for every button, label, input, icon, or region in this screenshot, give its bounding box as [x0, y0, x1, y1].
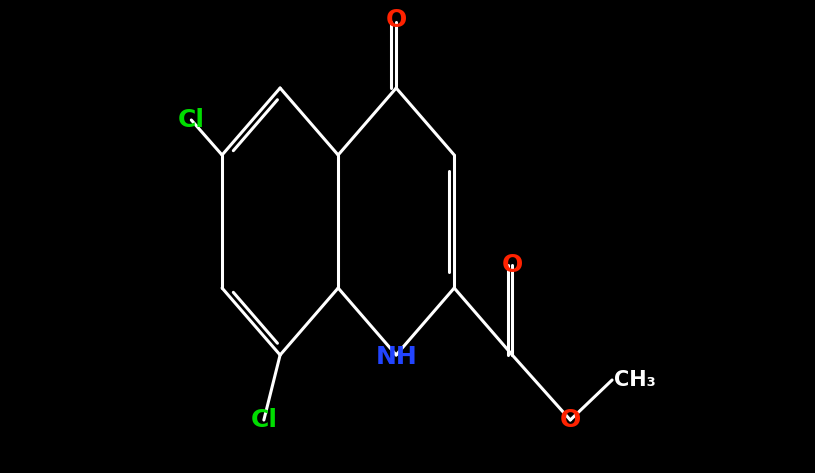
Text: Cl: Cl — [178, 108, 205, 132]
Text: NH: NH — [376, 345, 417, 369]
Text: O: O — [560, 408, 581, 432]
Text: O: O — [501, 253, 523, 277]
Text: Cl: Cl — [250, 408, 277, 432]
Text: O: O — [385, 8, 407, 32]
Text: CH₃: CH₃ — [615, 370, 656, 390]
